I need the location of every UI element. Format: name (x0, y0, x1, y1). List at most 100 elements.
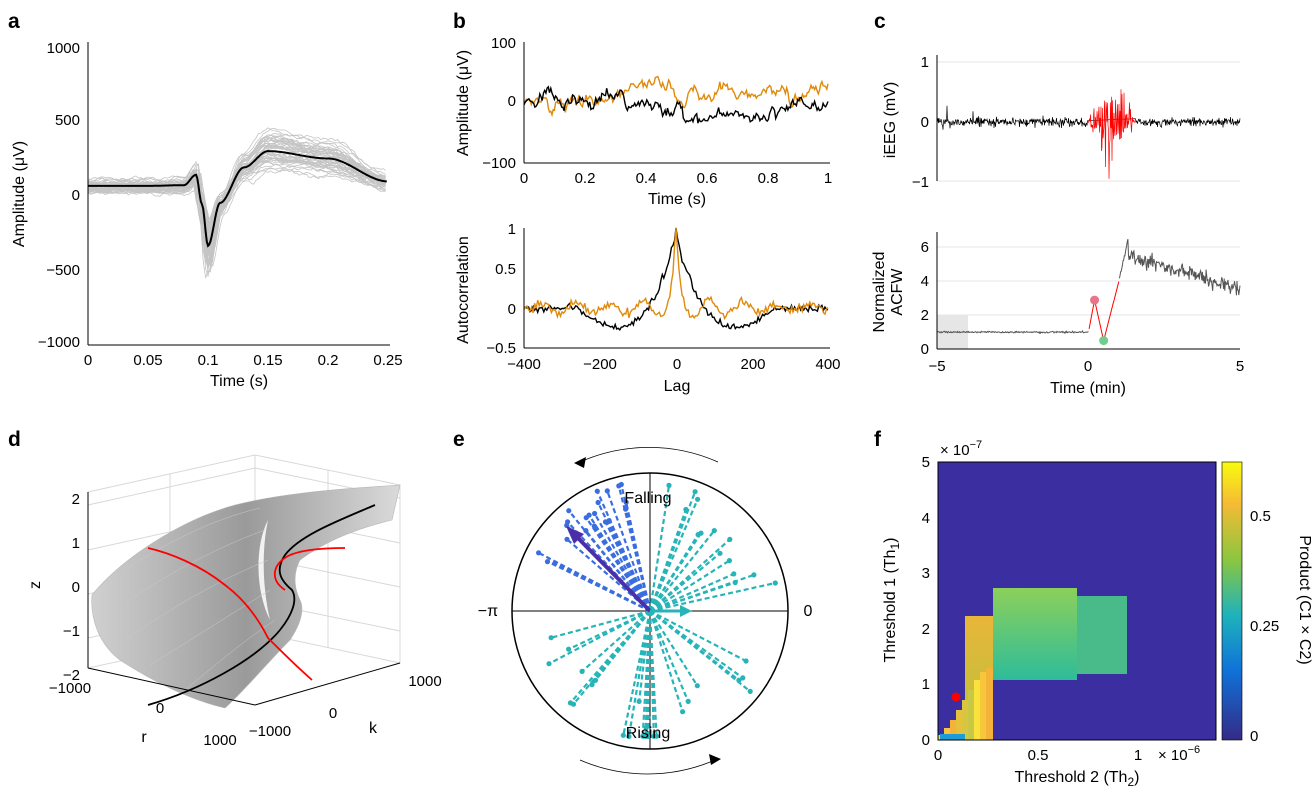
c-top-ytick-label: −1 (912, 174, 929, 191)
f-ytick-label: 0 (922, 732, 930, 749)
f-heat-cell (962, 700, 968, 740)
d-ztick-label: −2 (63, 667, 80, 684)
f-y-exponent: × 10−7 (940, 439, 982, 459)
e-rising-label: Rising (626, 725, 670, 742)
e-phase-vector-tip (566, 646, 572, 652)
d-z-label: z (27, 581, 44, 589)
e-phase-vector (648, 610, 690, 702)
c-bottom-xtick-label: 5 (1236, 358, 1244, 375)
e-phase-vector (649, 610, 747, 662)
e-phase-vector-tip (726, 558, 733, 564)
e-phase-vector-tip (736, 677, 742, 683)
f-heat-block (1077, 596, 1127, 674)
d-r-axis (87, 667, 256, 706)
a-ytick-label: −500 (46, 262, 80, 279)
e-phase-vector (649, 581, 776, 613)
e-mean-vector-rising-head (680, 605, 692, 617)
f-cbar-tick-label: 0.25 (1250, 618, 1279, 635)
e-phase-vector (547, 560, 651, 612)
d-ktick-label: −1000 (249, 723, 291, 740)
b-bottom-ytick-label: −0.5 (486, 340, 516, 357)
f-cbar-tick-label: 0 (1250, 728, 1258, 745)
e-phase-vector-tip (695, 532, 701, 538)
e-phase-vector (617, 485, 652, 612)
e-phase-vector-tip (747, 688, 753, 695)
c-bottom-ytick-label: 0 (921, 341, 929, 358)
f-heat-cell (986, 668, 993, 740)
f-xtick-label: 1 (1134, 747, 1142, 764)
panel-d: d (8, 428, 442, 749)
b-bottom-y-label: Autocorrelation (455, 236, 472, 344)
a-xtick-label: 0.1 (198, 352, 219, 369)
f-y-label: Threshold 1 (Th1) (882, 538, 902, 663)
c-top-ytick-label: 0 (921, 114, 929, 131)
d-k-axis (254, 662, 401, 706)
e-phase-vector (649, 572, 735, 613)
c-bottom-seizure-segment (1088, 281, 1120, 341)
f-xtick-label: 0.5 (1028, 747, 1049, 764)
f-heat-cell (956, 710, 962, 740)
e-phase-vector-tip (583, 515, 589, 521)
a-trial-trace (87, 140, 386, 263)
e-phase-vector (649, 552, 721, 612)
f-colorbar-label: Product (C1 × C2) (1296, 535, 1313, 664)
e-phase-vector-tip (695, 496, 701, 502)
a-trial-trace (87, 127, 386, 266)
b-bottom-orange-trace (523, 227, 829, 321)
e-phase-vector (627, 610, 652, 737)
f-heat-cell (950, 720, 956, 740)
b-bottom-xtick-label: 200 (740, 356, 765, 373)
f-xtick-label: 0 (934, 747, 942, 764)
a-x-label: Time (s) (210, 373, 268, 390)
b-top-ytick-label: 0 (508, 93, 516, 110)
e-phase-vector-tip (579, 668, 585, 675)
e-phase-vector-tip (536, 550, 542, 556)
e-top-arrowhead-icon (574, 457, 586, 468)
e-phase-vector-tip (591, 523, 597, 529)
a-xtick-label: 0 (84, 352, 92, 369)
e-phase-vector-tip (589, 682, 595, 688)
b-top-xtick-label: 0.8 (758, 170, 779, 187)
e-phase-vector-tip (717, 550, 723, 556)
e-top-rotation-arc (579, 446, 719, 463)
d-surface (91, 484, 401, 709)
f-x-label: Threshold 2 (Th2) (1015, 769, 1140, 789)
b-top-x-label: Time (s) (648, 191, 706, 208)
e-bottom-rotation-arc (579, 759, 716, 775)
e-phase-vector-tip (564, 522, 570, 529)
c-top-ieeg-trace (936, 105, 1241, 130)
e-phase-vector (606, 490, 652, 612)
e-phase-vector-tip (546, 661, 552, 667)
b-bottom-ytick-label: 0.5 (495, 261, 516, 278)
f-cbar-tick-label: 0.5 (1250, 508, 1271, 525)
c-bottom-y-label-line1: Normalized (871, 252, 888, 333)
b-top-xtick-label: 0 (520, 170, 528, 187)
f-heat-cell (974, 680, 980, 740)
c-bottom-xtick-label: 0 (1084, 358, 1092, 375)
e-phase-vector (648, 610, 655, 737)
e-phase-vector-tip (544, 559, 551, 565)
f-staircase-region (938, 668, 993, 740)
f-heat-cell (980, 672, 986, 740)
panel-e: e Falling Rising −π 0 (453, 428, 813, 775)
a-ytick-label: −1000 (38, 334, 80, 351)
b-bottom-xtick-label: −400 (507, 356, 541, 373)
f-x-exponent: × 10−6 (1158, 744, 1200, 764)
e-phase-vector-tip (566, 508, 572, 514)
b-top-orange-trace (523, 75, 829, 118)
panel-letter-f: f (874, 428, 882, 451)
e-phase-vector (622, 610, 652, 736)
c-bottom-x-label: Time (min) (1050, 380, 1126, 397)
e-phase-vector (648, 485, 671, 612)
e-phase-vector (568, 610, 651, 651)
a-trial-traces (87, 127, 386, 279)
c-bottom-xtick-label: −5 (928, 358, 945, 375)
e-phase-vector-tip (640, 733, 646, 739)
d-red-trajectory (147, 547, 313, 681)
c-bottom-offset-marker (1099, 336, 1109, 346)
e-phase-vector (649, 581, 736, 613)
b-bottom-xtick-label: 400 (815, 356, 840, 373)
d-rtick-label: −1000 (49, 680, 91, 697)
e-phase-vector-tip (751, 572, 757, 578)
